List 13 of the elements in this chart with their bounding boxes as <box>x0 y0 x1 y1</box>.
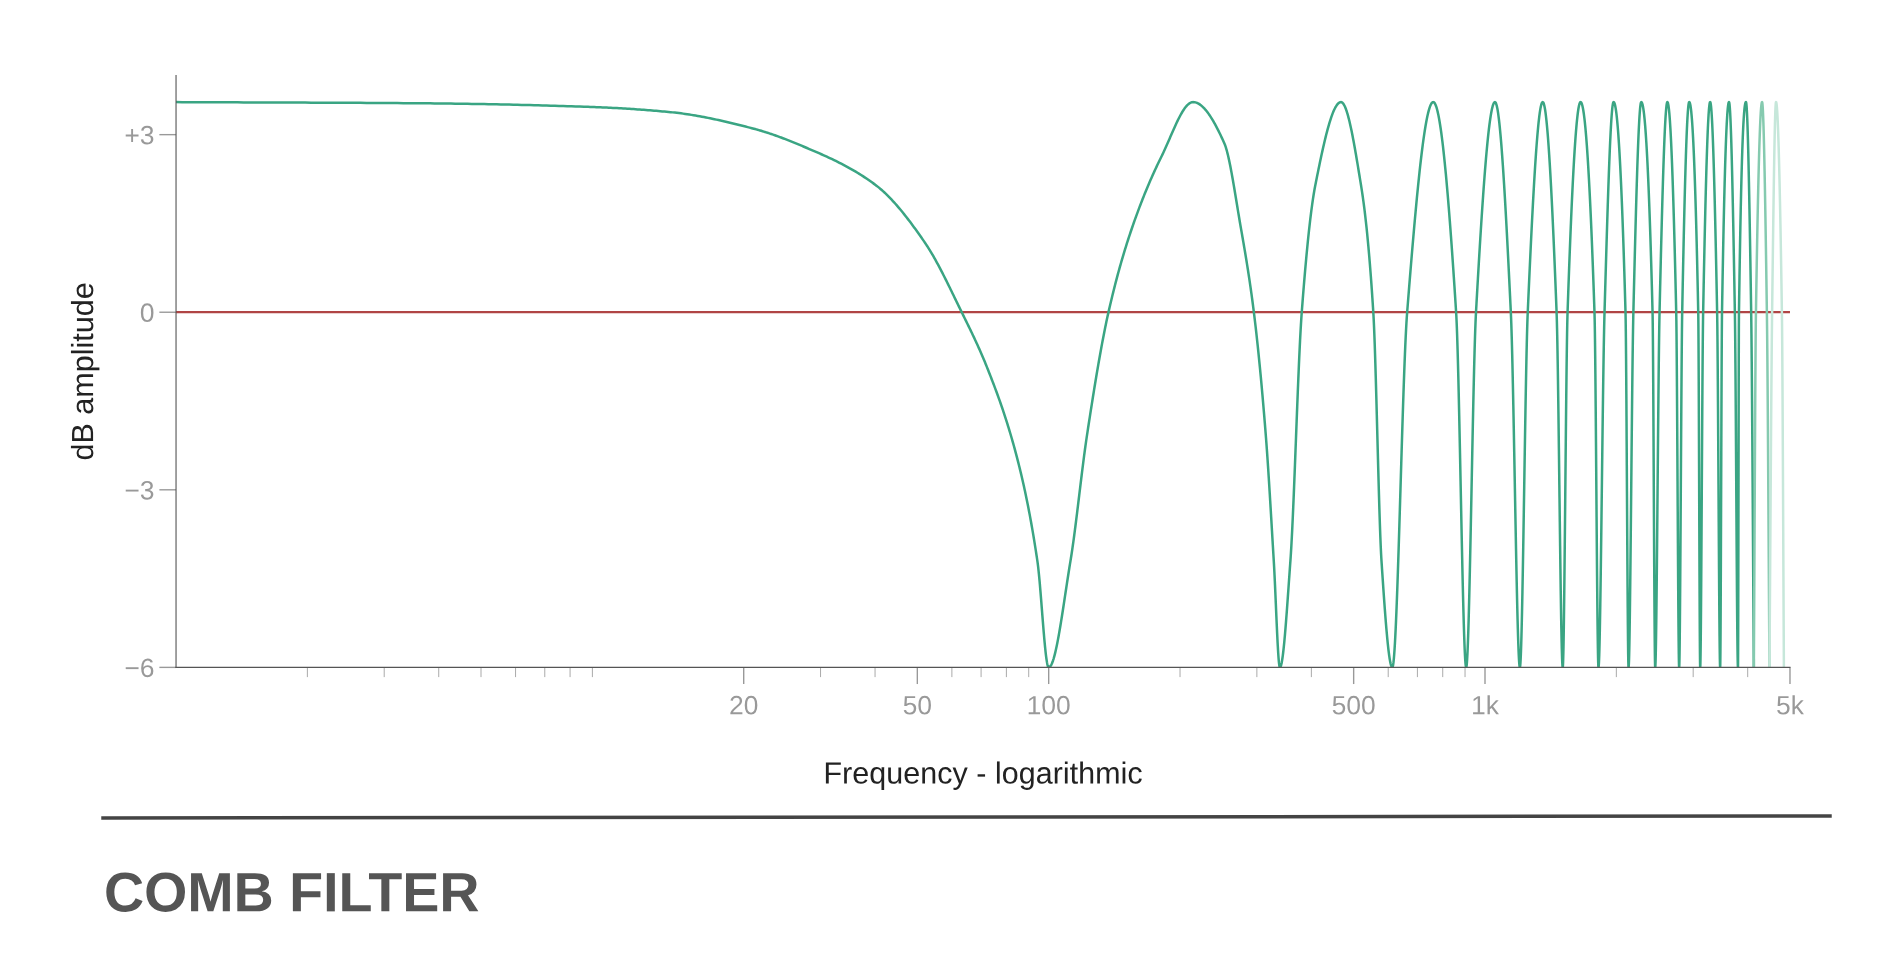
text: COMB FILTER <box>106 872 479 912</box>
x-tick-label: 50 <box>903 695 931 715</box>
x-tick-label: 5k <box>1777 695 1804 715</box>
y-tick-label: −3 <box>125 480 154 500</box>
x-tick-label: 1k <box>1473 695 1499 715</box>
y-tick-label: 0 <box>140 303 154 323</box>
y-tick-label: +3 <box>125 125 154 145</box>
y-axis-title: dB amplitude <box>70 283 100 460</box>
x-axis-title: Frequency - logarithmic <box>825 761 1142 790</box>
y-tick-label: −6 <box>125 658 154 678</box>
x-tick-label: 500 <box>1332 695 1375 715</box>
x-tick-label: 20 <box>730 695 758 715</box>
x-tick-label: 100 <box>1028 695 1070 715</box>
